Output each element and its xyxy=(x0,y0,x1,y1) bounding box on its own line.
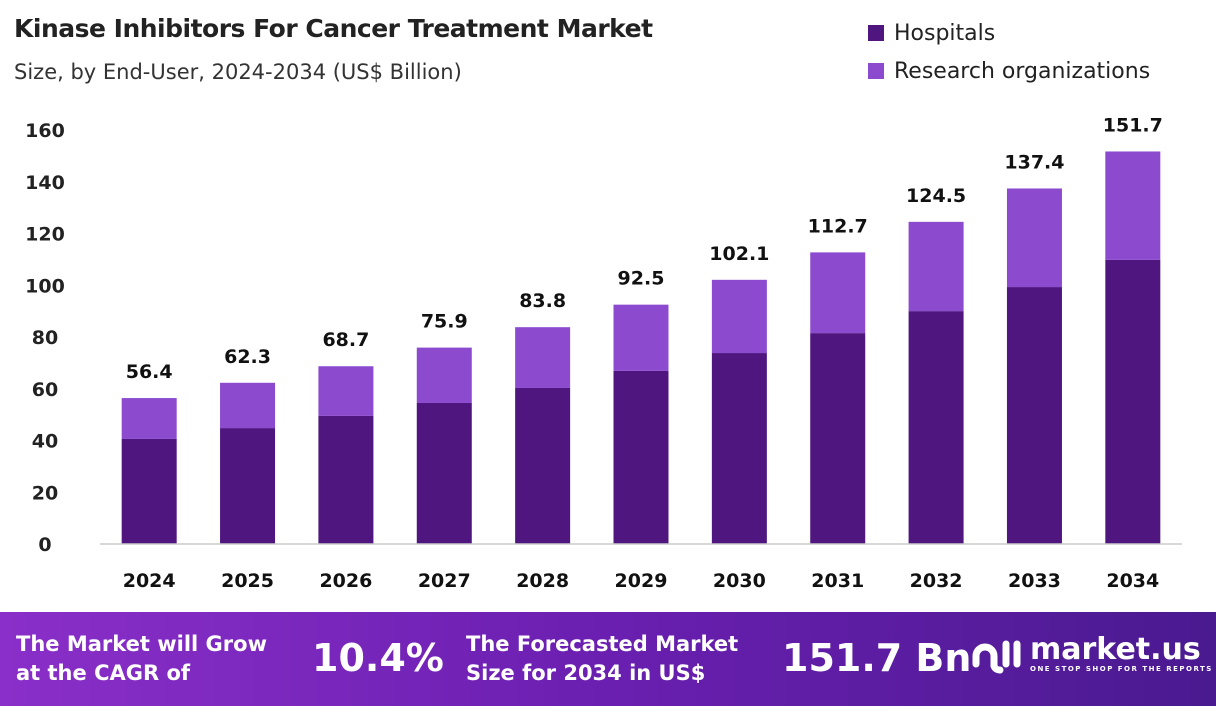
market-us-logo: market.us ONE STOP SHOP FOR THE REPORTS xyxy=(970,634,1213,674)
chart-subtitle: Size, by End-User, 2024-2034 (US$ Billio… xyxy=(14,60,462,84)
bar-total-label: 56.4 xyxy=(126,361,173,383)
bar-segment xyxy=(711,279,767,354)
y-tick-label: 100 xyxy=(25,275,65,297)
bar-segment xyxy=(711,353,767,544)
bar-segment xyxy=(613,304,669,371)
bar-total-label: 62.3 xyxy=(224,346,271,368)
footer-banner: The Market will Grow at the CAGR of 10.4%… xyxy=(0,612,1216,706)
legend-item-research: Research organizations xyxy=(868,52,1150,90)
bar-chart: 0 20 40 60 80 100 120 140 160 56.4 2024 62.3 2025 68.… xyxy=(25,114,1182,592)
bar-total-label: 112.7 xyxy=(808,215,868,237)
bar-segment xyxy=(220,382,276,429)
legend-swatch xyxy=(868,25,884,41)
bar-total-label: 92.5 xyxy=(618,268,665,290)
x-tick-label: 2034 xyxy=(1106,570,1159,592)
y-tick-label: 80 xyxy=(32,327,58,349)
bar-segment xyxy=(318,366,374,416)
bar-segment xyxy=(515,387,571,544)
legend-item-hospitals: Hospitals xyxy=(868,14,1150,52)
x-tick-label: 2033 xyxy=(1008,570,1061,592)
bar-total-label: 137.4 xyxy=(1004,151,1064,173)
x-tick-label: 2030 xyxy=(713,570,766,592)
forecast-label-line: Size for 2034 in US$ xyxy=(466,661,706,685)
bar-total-label: 102.1 xyxy=(709,243,769,265)
x-tick-label: 2024 xyxy=(123,570,176,592)
bar-segment xyxy=(121,398,177,439)
bar-segment xyxy=(121,438,177,544)
y-tick-label: 20 xyxy=(32,482,58,504)
cagr-label-line: The Market will Grow xyxy=(16,632,267,656)
bar-total-label: 151.7 xyxy=(1103,114,1163,136)
legend-label: Hospitals xyxy=(894,20,996,46)
forecast-label: The Forecasted Market Size for 2034 in US… xyxy=(466,630,738,688)
bar-segment xyxy=(908,311,964,544)
legend-swatch xyxy=(868,63,884,79)
y-tick-label: 0 xyxy=(38,534,51,556)
bar-segment xyxy=(220,428,276,544)
bar-segment xyxy=(416,402,472,544)
x-tick-label: 2028 xyxy=(516,570,569,592)
y-tick-label: 120 xyxy=(25,224,65,246)
cagr-value: 10.4% xyxy=(312,636,444,680)
bar-segment xyxy=(416,347,472,403)
bar-segment xyxy=(908,221,964,312)
bar-total-label: 68.7 xyxy=(322,329,369,351)
cagr-label-line: at the CAGR of xyxy=(16,661,191,685)
bar-total-label: 75.9 xyxy=(421,311,468,333)
y-tick-label: 40 xyxy=(32,431,58,453)
y-tick-label: 140 xyxy=(25,172,65,194)
x-tick-label: 2032 xyxy=(910,570,963,592)
y-tick-label: 160 xyxy=(25,120,65,142)
legend: Hospitals Research organizations xyxy=(868,14,1150,90)
x-tick-label: 2026 xyxy=(319,570,372,592)
bar-segment xyxy=(1105,259,1161,544)
forecast-value: 151.7 Bn xyxy=(782,636,972,680)
bar-segment xyxy=(810,252,866,334)
chart-title: Kinase Inhibitors For Cancer Treatment M… xyxy=(14,14,653,43)
bar-segment xyxy=(1006,188,1062,288)
legend-label: Research organizations xyxy=(894,58,1151,84)
y-tick-label: 60 xyxy=(32,379,58,401)
logo-text: market.us xyxy=(1030,632,1201,667)
bar-segment xyxy=(810,333,866,544)
bar-segment xyxy=(515,327,571,388)
bar-total-label: 83.8 xyxy=(519,290,566,312)
bar-segment xyxy=(1006,287,1062,544)
bar-segment xyxy=(318,415,374,544)
bar-segment xyxy=(1105,151,1161,260)
logo-icon xyxy=(972,640,1021,674)
bar-total-label: 124.5 xyxy=(906,185,966,207)
logo-tagline: ONE STOP SHOP FOR THE REPORTS xyxy=(1030,665,1213,673)
x-tick-label: 2025 xyxy=(221,570,274,592)
cagr-label: The Market will Grow at the CAGR of xyxy=(16,630,267,688)
x-tick-label: 2029 xyxy=(615,570,668,592)
bar-segment xyxy=(613,370,669,544)
x-tick-label: 2031 xyxy=(811,570,864,592)
x-tick-label: 2027 xyxy=(418,570,471,592)
forecast-label-line: The Forecasted Market xyxy=(466,632,739,656)
